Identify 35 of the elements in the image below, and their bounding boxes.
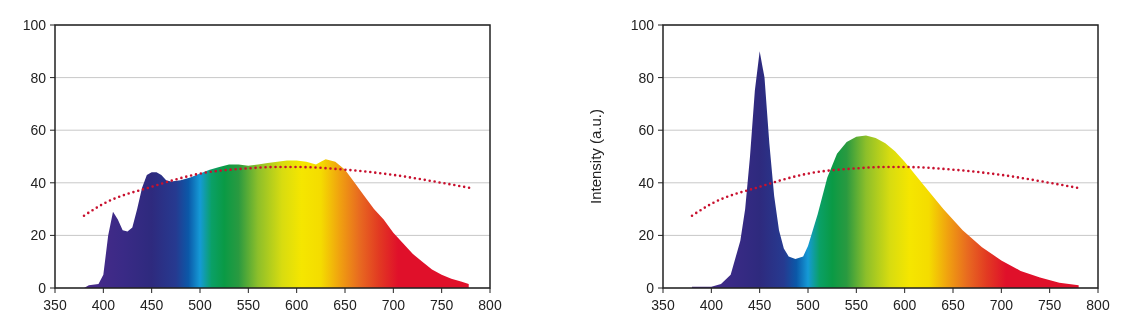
y-tick-label: 0 bbox=[38, 279, 47, 296]
x-tick-label: 650 bbox=[941, 297, 965, 313]
x-tick-label: 600 bbox=[892, 297, 917, 313]
y-tick-label: 60 bbox=[30, 122, 47, 139]
x-tick-label: 550 bbox=[236, 297, 261, 313]
y-tick-label: 20 bbox=[30, 227, 47, 244]
x-tick-label: 350 bbox=[651, 297, 675, 313]
y-tick-label: 100 bbox=[630, 16, 655, 33]
y-tick-label: 20 bbox=[638, 227, 655, 244]
y-tick-label: 80 bbox=[638, 69, 655, 86]
x-tick-label: 600 bbox=[284, 297, 309, 313]
x-tick-label: 500 bbox=[188, 297, 212, 313]
x-tick-label: 700 bbox=[989, 297, 1014, 313]
x-tick-label: 650 bbox=[333, 297, 357, 313]
x-tick-label: 500 bbox=[796, 297, 820, 313]
x-tick-label: 750 bbox=[429, 297, 454, 313]
y-tick-label: 80 bbox=[30, 69, 47, 86]
x-tick-label: 450 bbox=[747, 297, 772, 313]
y-tick-label: 60 bbox=[638, 122, 655, 139]
y-tick-label: 40 bbox=[30, 174, 47, 191]
x-tick-label: 350 bbox=[43, 297, 67, 313]
line-series bbox=[690, 165, 1080, 217]
x-tick-label: 400 bbox=[699, 297, 724, 313]
y-tick-label: 0 bbox=[646, 279, 655, 296]
y-tick-label: 40 bbox=[638, 174, 655, 191]
x-tick-label: 550 bbox=[844, 297, 869, 313]
x-tick-label: 800 bbox=[478, 297, 502, 313]
x-tick-label: 450 bbox=[139, 297, 164, 313]
line-series bbox=[82, 165, 472, 217]
x-tick-label: 700 bbox=[381, 297, 406, 313]
x-tick-label: 400 bbox=[91, 297, 116, 313]
y-axis-title: Intensity (a.u.) bbox=[587, 108, 604, 205]
y-tick-label: 100 bbox=[22, 16, 47, 33]
x-tick-label: 800 bbox=[1086, 297, 1110, 313]
x-tick-label: 750 bbox=[1037, 297, 1062, 313]
